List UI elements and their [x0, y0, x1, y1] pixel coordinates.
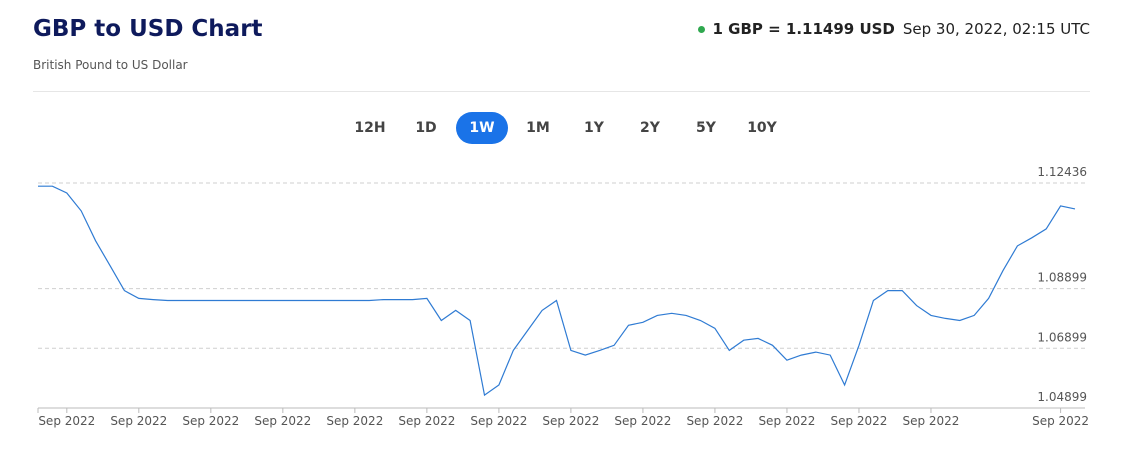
- x-tick-label: Sep 2022: [758, 414, 815, 428]
- range-button[interactable]: 2Y: [640, 120, 660, 136]
- title: GBP to USD Chart: [33, 16, 263, 42]
- y-tick-label: 1.06899: [1037, 330, 1087, 344]
- range-button[interactable]: 1D: [415, 120, 437, 136]
- range-selector: 12H 1D 1W 1M 1Y 2Y 5Y 10Y: [344, 112, 788, 144]
- x-tick-label: Sep 2022: [110, 414, 167, 428]
- x-tick-label: Sep 2022: [542, 414, 599, 428]
- y-tick-label: 1.08899: [1037, 271, 1087, 285]
- range-button[interactable]: 1W: [456, 112, 508, 144]
- x-tick-label: Sep 2022: [182, 414, 239, 428]
- range-button[interactable]: 10Y: [747, 120, 777, 136]
- x-tick-label: Sep 2022: [902, 414, 959, 428]
- rate: 1 GBP = 1.11499 USD: [712, 20, 895, 38]
- range-button[interactable]: 12H: [354, 120, 386, 136]
- x-tick-label: Sep 2022: [254, 414, 311, 428]
- price-line: [38, 185, 1076, 397]
- live-dot: [697, 25, 705, 33]
- x-tick-label: Sep 2022: [326, 414, 383, 428]
- y-tick-label: 1.04899: [1037, 390, 1087, 404]
- range-button[interactable]: 1Y: [584, 120, 604, 136]
- x-tick-label: Sep 2022: [614, 414, 671, 428]
- x-tick-label: Sep 2022: [470, 414, 527, 428]
- range-button[interactable]: 5Y: [696, 120, 716, 136]
- x-tick-label: Sep 2022: [398, 414, 455, 428]
- x-tick-label: Sep 2022: [830, 414, 887, 428]
- divider: [33, 91, 1090, 92]
- rate-box: 1 GBP = 1.11499 USD Sep 30, 2022, 02:15 …: [697, 20, 1090, 38]
- timestamp: Sep 30, 2022, 02:15 UTC: [902, 20, 1090, 38]
- x-tick-label: Sep 2022: [686, 414, 743, 428]
- y-tick-label: 1.12436: [1037, 165, 1087, 179]
- x-tick-label: Sep 2022: [1032, 414, 1089, 428]
- x-tick-label: Sep 2022: [38, 414, 95, 428]
- subtitle: British Pound to US Dollar: [33, 58, 188, 72]
- range-button[interactable]: 1M: [526, 120, 550, 136]
